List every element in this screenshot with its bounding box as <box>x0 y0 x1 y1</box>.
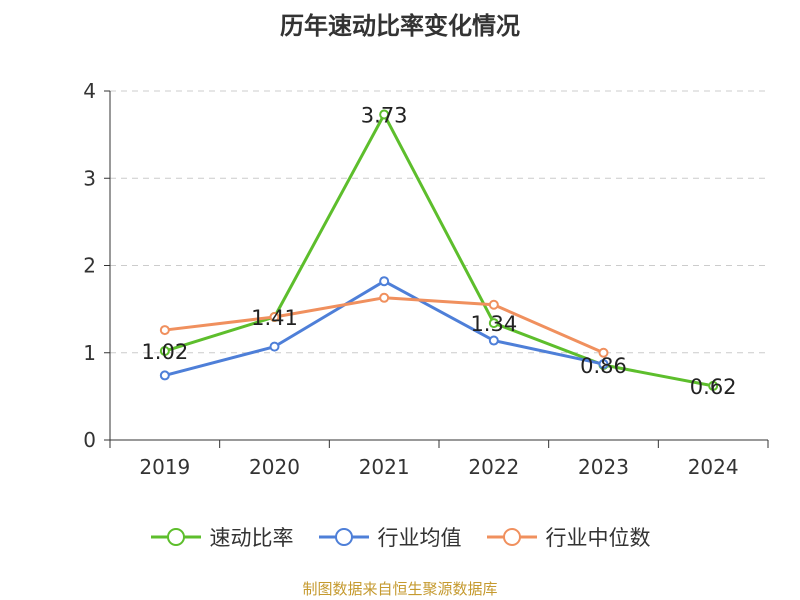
series-line <box>164 296 605 355</box>
x-tick-label: 2022 <box>468 455 519 479</box>
legend-label: 速动比率 <box>209 526 294 550</box>
data-point <box>269 311 280 322</box>
data-point <box>379 276 390 287</box>
y-tick-label: 3 <box>83 166 96 190</box>
data-point <box>708 380 719 391</box>
y-tick-label: 2 <box>83 254 96 278</box>
data-point <box>598 359 609 370</box>
x-tick-label: 2019 <box>139 455 190 479</box>
x-tick-label: 2023 <box>578 455 629 479</box>
chart-title: 历年速动比率变化情况 <box>280 12 520 40</box>
y-tick-label: 1 <box>83 341 96 365</box>
data-point <box>488 318 499 329</box>
legend-swatch-icon <box>318 528 369 546</box>
legend-item[interactable]: 行业均值 <box>318 522 462 552</box>
series-line <box>164 113 714 388</box>
data-point <box>488 299 499 310</box>
data-point <box>598 347 609 358</box>
source-note: 制图数据来自恒生聚源数据库 <box>302 580 498 598</box>
data-label: 1.41 <box>251 306 298 330</box>
x-tick-label: 2020 <box>249 455 300 479</box>
data-point <box>379 109 390 120</box>
y-tick-label: 0 <box>83 428 96 452</box>
data-label: 0.86 <box>580 354 627 378</box>
series-lines <box>159 109 719 391</box>
legend-label: 行业均值 <box>377 526 462 550</box>
legend: 速动比率 行业均值 行业中位数 <box>0 520 800 554</box>
data-point <box>379 292 390 303</box>
x-tick-label: 2024 <box>688 455 739 479</box>
legend-item[interactable]: 行业中位数 <box>486 522 651 552</box>
data-labels: 1.02 1.41 3.73 1.34 0.86 0.62 <box>141 104 736 399</box>
legend-item[interactable]: 速动比率 <box>150 522 294 552</box>
data-label: 0.62 <box>690 375 737 399</box>
legend-swatch-icon <box>486 528 537 546</box>
legend-swatch-icon <box>150 528 201 546</box>
data-point <box>488 335 499 346</box>
data-point <box>269 341 280 352</box>
y-tick-label: 4 <box>83 79 96 103</box>
data-label: 3.73 <box>361 104 408 128</box>
data-label: 1.02 <box>141 340 188 364</box>
x-tick-label: 2021 <box>359 455 410 479</box>
axes: 0 1 2 3 4 2019 2020 2021 2022 2023 2024 <box>83 79 769 479</box>
data-label: 1.34 <box>470 312 517 336</box>
legend-label: 行业中位数 <box>545 526 651 550</box>
data-point <box>159 346 170 357</box>
data-point <box>159 370 170 381</box>
data-point <box>159 325 170 336</box>
